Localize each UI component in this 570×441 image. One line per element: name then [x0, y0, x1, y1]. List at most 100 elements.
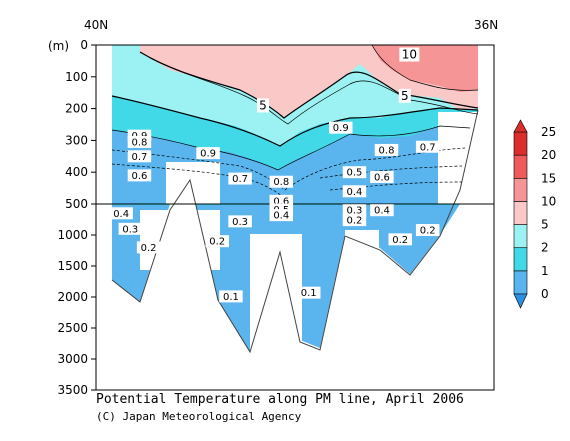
contour-label-bg [342, 185, 367, 198]
contour-label-bg [296, 286, 321, 299]
y-tick-label: 200 [65, 102, 88, 116]
contour-label: 0.2 [347, 216, 363, 227]
contour-label-bg [228, 172, 252, 185]
colorbar-segment [513, 270, 528, 295]
contour-label-bg [196, 147, 220, 160]
contour-label: 0.6 [131, 171, 147, 182]
contour-label: 5 [259, 98, 267, 112]
lat-label-left: 40N [84, 18, 108, 32]
colorbar-segment [513, 224, 528, 249]
contour-label: 0.6 [273, 196, 289, 207]
contour-label: 5 [401, 89, 409, 103]
contour-label-bg [127, 169, 152, 182]
contour-label-bg [370, 170, 394, 183]
y-tick-label: 2000 [57, 290, 88, 304]
contour-label-bg [219, 290, 243, 303]
contour-label: 0.9 [200, 149, 216, 160]
contour-labels: 10550.90.80.70.60.90.90.80.70.70.80.50.6… [109, 47, 440, 303]
colorbar-top-triangle [513, 119, 528, 133]
gap-3 [250, 234, 302, 384]
colorbar-segment [513, 201, 528, 225]
contour-label: 0.1 [301, 288, 317, 299]
y-tick-label: 500 [65, 197, 88, 211]
band-10-15 [372, 45, 478, 92]
contour-5 [111, 95, 479, 147]
colorbar-segment [513, 131, 528, 156]
y-tick-label: 2500 [57, 321, 88, 335]
seafloor [96, 45, 494, 390]
y-tick-label: 3000 [57, 352, 88, 366]
seafloor-line [111, 109, 479, 354]
colorbar-label: 5 [541, 218, 549, 232]
seafloor-fill [96, 45, 494, 390]
contour-label: 0.3 [232, 217, 248, 228]
contour-label: 0.7 [232, 174, 248, 185]
credit-line: (C) Japan Meteorological Agency [96, 410, 302, 423]
y-unit-label: (m) [48, 39, 69, 53]
contour-label-bg [374, 143, 399, 156]
contour-label: 0.8 [131, 137, 147, 148]
contour-label-bg [329, 121, 353, 134]
contour-label-bg [415, 140, 440, 153]
y-tick-label: 1000 [57, 228, 88, 242]
contour-label: 0.7 [131, 152, 147, 163]
contour-label-bg [399, 47, 420, 62]
contour-label: 0.2 [209, 237, 225, 248]
lat-label-right: 36N [474, 18, 498, 32]
contour-label-bg [342, 214, 367, 227]
contour-label-bg [415, 224, 440, 237]
gap-4 [345, 230, 379, 370]
contour-2 [111, 125, 471, 171]
contour-label: 0.4 [113, 209, 129, 220]
y-tick-label: 100 [65, 70, 88, 84]
colorbar-label: 1 [541, 264, 549, 278]
contour-label-bg [205, 235, 229, 248]
colorbar-label: 20 [541, 148, 556, 162]
y-tick-label: 0 [80, 38, 88, 52]
contour-label: 0.3 [347, 206, 363, 217]
contour-label: 0.5 [347, 168, 363, 179]
contour-1 [111, 147, 466, 191]
contour-label-bg [342, 204, 367, 217]
contour-label-bg [127, 135, 152, 148]
gap-5 [438, 112, 478, 204]
colorbar-label: 0 [541, 287, 549, 301]
colorbar-label: 2 [541, 241, 549, 255]
contour-08 [319, 165, 463, 179]
contour-label-bg [370, 204, 394, 217]
contour-label-bg [127, 150, 152, 163]
contour-label: 10 [402, 48, 417, 62]
contour-10b [149, 57, 479, 125]
contour-label: 0.8 [273, 177, 289, 188]
contour-07 [329, 181, 463, 191]
contour-label: 0.9 [333, 123, 349, 134]
contour-label: 0.2 [392, 235, 408, 246]
contour-label-bg [118, 222, 143, 235]
contour-15 [371, 45, 479, 91]
colorbar-segment [513, 177, 528, 202]
contour-label: 0.3 [122, 224, 138, 235]
chart-title: Potential Temperature along PM line, Apr… [96, 392, 464, 407]
colorbar-label: 25 [541, 125, 556, 139]
y-axis-ticks: 0 100 200 300 400 500 1000 1500 2000 2500 3000 3500 [57, 38, 96, 397]
contour-label-bg [256, 98, 269, 113]
contour-label: 0.8 [379, 145, 395, 156]
y-tick-label: 400 [65, 165, 88, 179]
contour-label-bg [228, 215, 252, 228]
colorbar-bottom-triangle [513, 293, 528, 309]
contour-label: 0.6 [374, 172, 390, 183]
contour-label-bg [269, 175, 294, 188]
y-tick-label: 1500 [57, 259, 88, 273]
plot-frame [95, 44, 495, 391]
contour-label: 0.7 [420, 142, 436, 153]
contour-label-bg [342, 166, 367, 179]
colorbar-label: 10 [541, 194, 556, 208]
contour-label-bg [269, 209, 294, 222]
contour-label: 0.4 [273, 211, 289, 222]
gap-2 [166, 162, 220, 204]
contour-label: 0.4 [347, 187, 363, 198]
colorbar-label: 15 [541, 171, 556, 185]
colorbar-segment [513, 247, 528, 272]
